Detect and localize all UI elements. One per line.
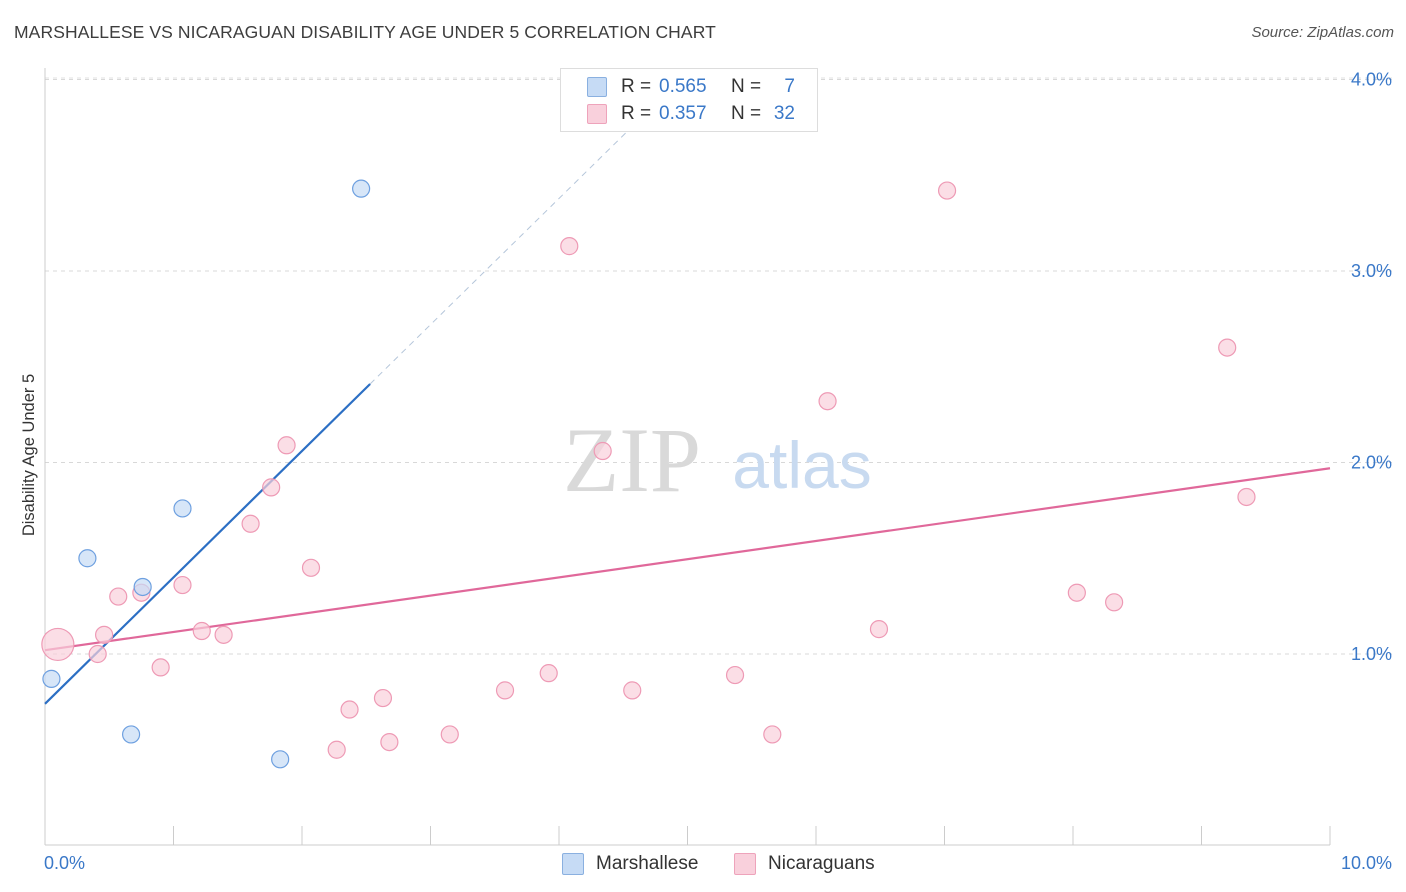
point-nicaraguans — [373, 688, 393, 708]
watermark-atlas: atlas — [732, 428, 871, 502]
point-nicaraguans — [173, 575, 192, 595]
legend-r-value-nicaraguans: 0.357 — [659, 103, 707, 124]
y-tick-label: 1.0% — [1351, 644, 1392, 664]
point-marshallese — [133, 577, 152, 597]
x-tick-label: 0.0% — [44, 853, 85, 873]
legend-row-nicaraguans: R = 0.357 N = 32 — [587, 102, 795, 126]
point-nicaraguans — [327, 740, 346, 759]
point-nicaraguans — [214, 625, 233, 644]
point-marshallese — [271, 750, 290, 769]
point-nicaraguans — [151, 658, 170, 677]
legend-r-value-marshallese: 0.565 — [659, 76, 707, 97]
grid-lines — [45, 77, 1392, 655]
point-nicaraguans — [560, 237, 579, 256]
point-nicaraguans — [88, 644, 107, 664]
legend-n-value-marshallese: 7 — [784, 76, 795, 97]
point-nicaraguans — [869, 620, 889, 639]
data-points — [41, 179, 1256, 769]
bottom-legend-label-marshallese: Marshallese — [596, 853, 699, 874]
legend-n-label: N = — [731, 103, 762, 124]
bottom-legend-swatch-nicaraguans — [734, 853, 756, 875]
point-nicaraguans — [440, 725, 459, 744]
chart-source: Source: ZipAtlas.com — [1251, 24, 1394, 41]
point-nicaraguans — [725, 665, 745, 685]
point-nicaraguans — [495, 681, 515, 700]
point-nicaraguans — [1237, 487, 1256, 507]
watermark: ZIP atlas — [563, 409, 872, 511]
point-marshallese — [78, 549, 97, 568]
point-nicaraguans — [937, 181, 957, 200]
point-nicaraguans — [818, 392, 837, 411]
legend-r-label: R = — [621, 76, 652, 97]
trend-line-nicaraguans — [44, 467, 1331, 652]
trend-lines — [44, 109, 1331, 705]
legend-n-label: N = — [731, 76, 762, 97]
bottom-legend-label-nicaraguans: Nicaraguans — [768, 853, 875, 874]
point-nicaraguans — [109, 587, 128, 606]
point-marshallese — [352, 179, 371, 198]
legend-swatch-marshallese — [587, 77, 607, 97]
point-nicaraguans — [1067, 583, 1086, 602]
point-nicaraguans — [1218, 338, 1237, 357]
bottom-legend-swatch-marshallese — [562, 853, 584, 875]
y-tick-label: 2.0% — [1351, 453, 1392, 473]
point-nicaraguans — [301, 558, 321, 577]
point-nicaraguans — [623, 681, 642, 700]
trend-line-extension — [369, 109, 650, 385]
x-tick-label: 10.0% — [1341, 853, 1392, 873]
y-tick-label: 4.0% — [1351, 70, 1392, 90]
legend-n-value-nicaraguans: 32 — [773, 103, 795, 124]
y-tick-label: 3.0% — [1351, 261, 1392, 281]
point-nicaraguans — [95, 625, 114, 644]
point-nicaraguans — [380, 732, 399, 752]
stats-legend: R = 0.565 N = 7 R = 0.357 N = 32 — [560, 68, 818, 132]
point-nicaraguans — [763, 725, 782, 744]
point-nicaraguans — [277, 436, 296, 455]
point-nicaraguans — [340, 700, 359, 719]
point-nicaraguans — [241, 514, 260, 533]
point-marshallese — [121, 725, 141, 744]
axes — [44, 68, 1331, 846]
point-nicaraguans — [262, 478, 281, 497]
bottom-legend-marshallese: Marshallese — [562, 852, 698, 876]
y-axis-title: Disability Age Under 5 — [20, 374, 38, 536]
point-nicaraguans — [41, 627, 75, 662]
point-nicaraguans — [593, 441, 612, 461]
point-nicaraguans — [192, 621, 211, 641]
legend-r-label: R = — [621, 103, 652, 124]
point-marshallese — [173, 499, 192, 518]
tick-labels: 1.0% 2.0% 3.0% 4.0% 0.0% 10.0% — [44, 70, 1392, 874]
legend-row-marshallese: R = 0.565 N = 7 — [587, 75, 795, 99]
point-nicaraguans — [539, 664, 558, 683]
legend-swatch-nicaraguans — [587, 104, 607, 124]
chart-title: MARSHALLESE VS NICARAGUAN DISABILITY AGE… — [14, 22, 716, 42]
watermark-zip: ZIP — [563, 409, 701, 511]
point-marshallese — [42, 669, 61, 688]
point-nicaraguans — [1105, 593, 1124, 612]
bottom-legend-nicaraguans: Nicaraguans — [734, 852, 875, 876]
